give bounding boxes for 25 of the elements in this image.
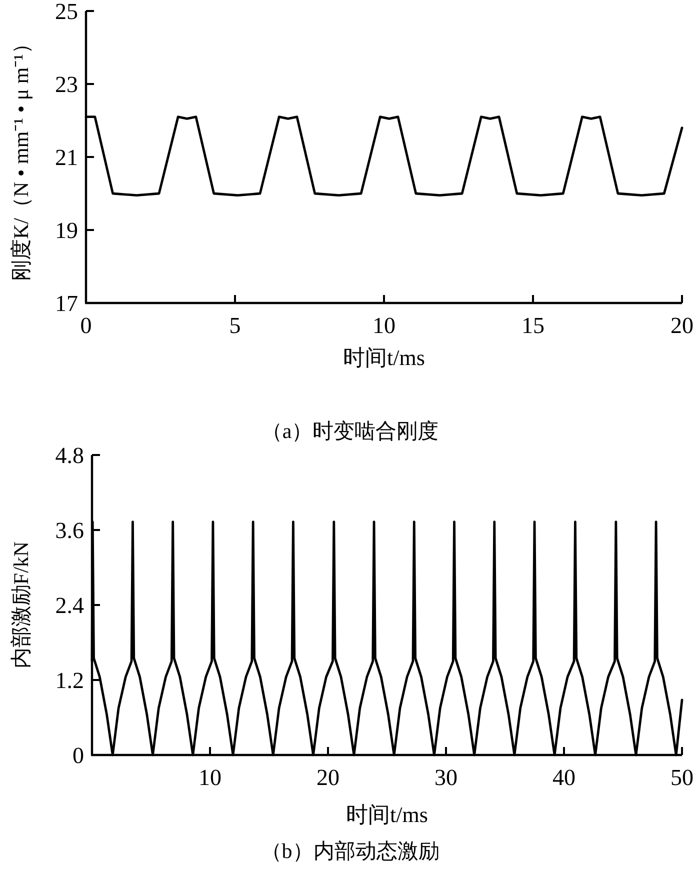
- x-tick-label: 5: [229, 313, 241, 338]
- x-tick-label: 20: [670, 313, 694, 338]
- text: （a）时变啮合刚度: [261, 419, 439, 443]
- x-tick-label: 50: [670, 765, 694, 790]
- y-tick-label: 0: [72, 743, 84, 768]
- y-tick-label: 4.8: [55, 443, 84, 468]
- y-tick-label: 25: [55, 0, 78, 24]
- x-tick-label: 20: [316, 765, 340, 790]
- x-tick-label: 30: [434, 765, 458, 790]
- x-tick-label: 10: [198, 765, 222, 790]
- y-tick-label: 21: [55, 145, 78, 170]
- y-tick-label: 23: [55, 72, 78, 97]
- y-tick-label: 1.2: [55, 668, 84, 693]
- y-tick-label: 17: [55, 291, 78, 316]
- x-axis-title: 时间t/ms: [343, 345, 425, 370]
- text: （b）内部动态激励: [260, 839, 440, 863]
- y-axis-title: 内部激励F/kN: [9, 541, 33, 669]
- x-tick-label: 40: [552, 765, 576, 790]
- y-axis-title: 刚度K/（N • mm⁻¹ • μ m⁻¹）: [9, 33, 33, 281]
- x-tick-label: 15: [522, 313, 544, 338]
- y-tick-label: 19: [55, 218, 78, 243]
- y-tick-label: 2.4: [55, 593, 84, 618]
- y-tick-label: 3.6: [55, 518, 84, 543]
- x-tick-label: 10: [372, 313, 396, 338]
- x-axis-title: 时间t/ms: [346, 802, 428, 827]
